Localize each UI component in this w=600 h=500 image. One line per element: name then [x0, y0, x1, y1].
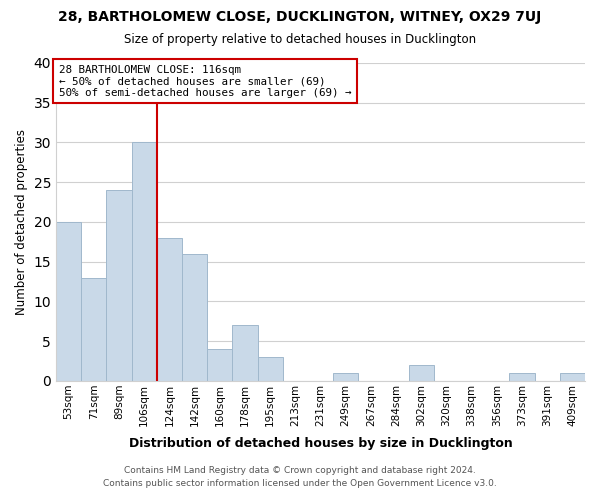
- Bar: [131, 142, 157, 381]
- Bar: [333, 373, 358, 381]
- X-axis label: Distribution of detached houses by size in Ducklington: Distribution of detached houses by size …: [128, 437, 512, 450]
- Text: 28 BARTHOLOMEW CLOSE: 116sqm
← 50% of detached houses are smaller (69)
50% of se: 28 BARTHOLOMEW CLOSE: 116sqm ← 50% of de…: [59, 64, 351, 98]
- Bar: [56, 222, 81, 381]
- Bar: [182, 254, 207, 381]
- Bar: [106, 190, 131, 381]
- Text: Contains HM Land Registry data © Crown copyright and database right 2024.
Contai: Contains HM Land Registry data © Crown c…: [103, 466, 497, 487]
- Bar: [409, 365, 434, 381]
- Bar: [157, 238, 182, 381]
- Text: Size of property relative to detached houses in Ducklington: Size of property relative to detached ho…: [124, 32, 476, 46]
- Y-axis label: Number of detached properties: Number of detached properties: [15, 129, 28, 315]
- Bar: [81, 278, 106, 381]
- Bar: [207, 349, 232, 381]
- Bar: [560, 373, 585, 381]
- Bar: [509, 373, 535, 381]
- Bar: [232, 326, 257, 381]
- Text: 28, BARTHOLOMEW CLOSE, DUCKLINGTON, WITNEY, OX29 7UJ: 28, BARTHOLOMEW CLOSE, DUCKLINGTON, WITN…: [58, 10, 542, 24]
- Bar: [257, 357, 283, 381]
